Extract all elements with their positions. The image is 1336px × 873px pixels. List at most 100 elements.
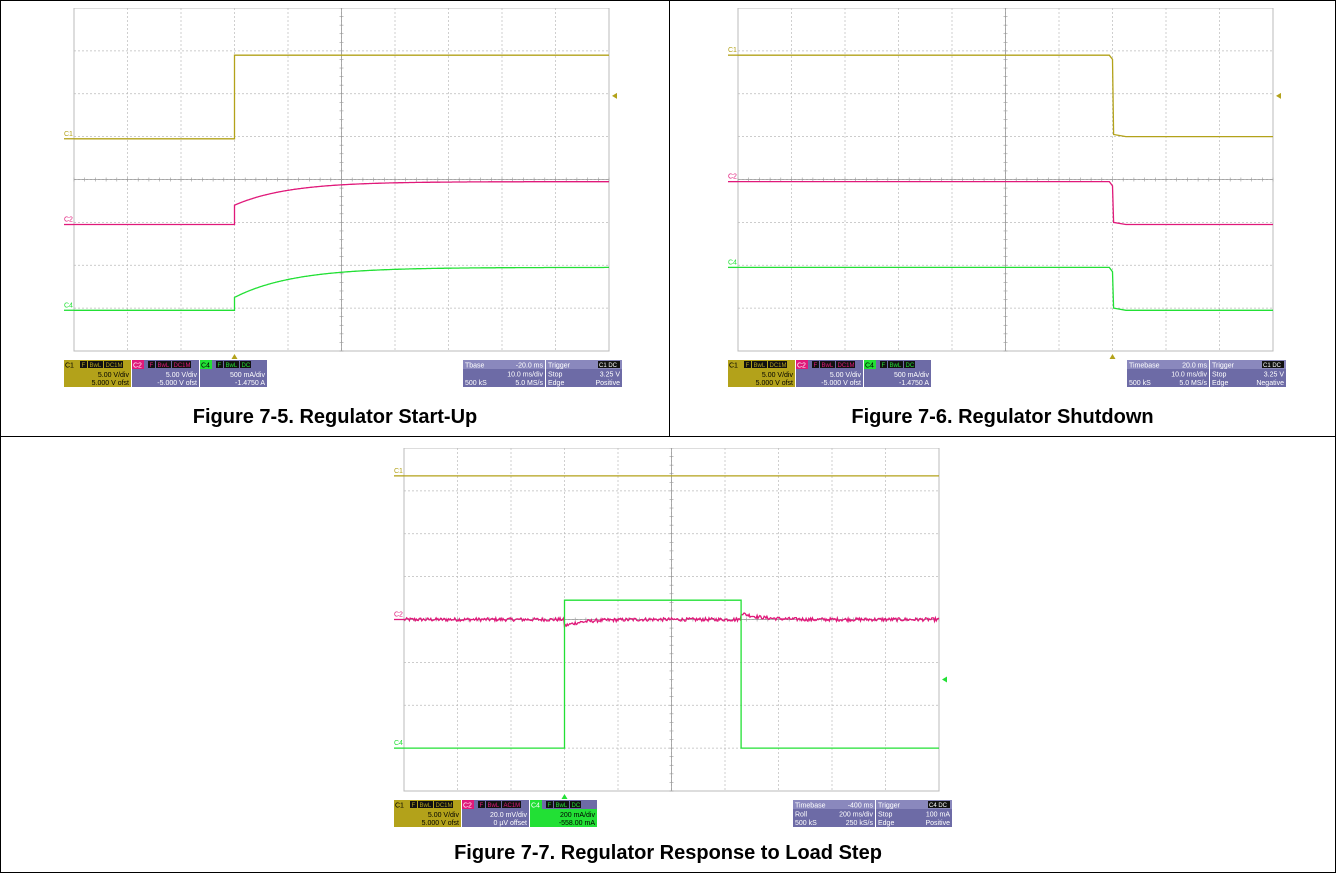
channel-offset: 5.000 V ofst	[422, 820, 459, 827]
svg-text:C4 DC: C4 DC	[929, 803, 948, 809]
svg-text:-20.0 ms: -20.0 ms	[516, 363, 544, 370]
channel-scale: 20.0 mV/div	[490, 812, 527, 819]
channel-offset: -5.000 V ofst	[157, 380, 197, 387]
channel-label-c4: C4	[64, 302, 73, 309]
channel-label-c2: C2	[728, 174, 737, 181]
svg-text:5.0 MS/s: 5.0 MS/s	[515, 380, 543, 387]
svg-text:Edge: Edge	[878, 820, 894, 827]
svg-text:Tbase: Tbase	[465, 363, 485, 370]
trace-c2	[74, 181, 609, 226]
channel-label-c2: C2	[64, 217, 73, 224]
badge: F	[814, 363, 818, 369]
traces: C1 C2 C4	[394, 468, 940, 749]
svg-text:Stop: Stop	[1212, 372, 1227, 379]
badge: DC	[242, 363, 251, 369]
badge: DC	[572, 803, 581, 809]
badge: DC1M	[838, 363, 855, 369]
badge: BwL	[90, 363, 102, 369]
channel-label-c1: C1	[394, 468, 403, 475]
svg-text:Stop: Stop	[548, 372, 563, 379]
channel-info-c2: C2 F BwL DC1M 5.00 V/div-5.000 V ofst	[796, 360, 863, 387]
grid	[73, 8, 610, 352]
channel-label-c1: C1	[728, 47, 737, 54]
svg-text:10.0 ms/div: 10.0 ms/div	[1171, 372, 1207, 379]
channel-scale: 5.00 V/div	[830, 372, 862, 379]
channel-info-c2: C2 F BwL DC1M 5.00 V/div-5.000 V ofst	[132, 360, 199, 387]
channel-info-c4: C4 F BwL DC 200 mA/div-558.00 mA	[530, 800, 597, 827]
svg-text:Stop: Stop	[878, 812, 893, 819]
channel-scale: 500 mA/div	[230, 372, 266, 379]
badge: F	[82, 363, 86, 369]
svg-text:Roll: Roll	[795, 812, 808, 819]
svg-text:-400 ms: -400 ms	[848, 803, 874, 810]
svg-text:C4: C4	[865, 363, 874, 370]
svg-text:Edge: Edge	[1212, 380, 1228, 387]
channel-offset: -1.4750 A	[899, 380, 929, 387]
badge: BwL	[754, 363, 766, 369]
svg-text:3.25 V: 3.25 V	[1264, 372, 1285, 379]
trace-c1	[74, 54, 609, 140]
trigger-info: Trigger C1 DC Stop 3.25 V Edge Positive	[546, 360, 622, 387]
trigger-info: Trigger C4 DC Stop 100 mA Edge Positive	[876, 800, 952, 827]
svg-text:Timebase: Timebase	[1129, 363, 1160, 370]
channel-offset: 0 µV offset	[494, 820, 528, 827]
channel-offset: 5.000 V ofst	[756, 380, 793, 387]
badge: F	[882, 363, 886, 369]
svg-text:20.0 ms: 20.0 ms	[1182, 363, 1207, 370]
svg-text:5.0 MS/s: 5.0 MS/s	[1179, 380, 1207, 387]
channel-offset: 5.000 V ofst	[92, 380, 129, 387]
channel-scale: 5.00 V/div	[762, 372, 794, 379]
badge: DC	[906, 363, 915, 369]
badge: F	[480, 803, 484, 809]
svg-text:250 kS/s: 250 kS/s	[846, 820, 874, 827]
channel-tag: C4	[531, 803, 540, 810]
svg-text:Trigger: Trigger	[548, 363, 571, 370]
badge: BwL	[822, 363, 834, 369]
badge: DC1M	[174, 363, 191, 369]
trigger-level-marker	[1276, 92, 1281, 99]
channel-tag: C2	[797, 363, 806, 370]
caption-shutdown: Figure 7-6. Regulator Shutdown	[851, 406, 1154, 428]
trace-c4	[404, 599, 939, 749]
channel-info-c4: C4FBwLDC500 mA/div-1.4750 AC4	[864, 360, 931, 387]
svg-text:Negative: Negative	[1256, 380, 1284, 387]
svg-text:C1 DC: C1 DC	[599, 363, 618, 369]
badge: BwL	[488, 803, 500, 809]
badge: F	[150, 363, 154, 369]
svg-text:Edge: Edge	[548, 380, 564, 387]
badge: AC1M	[504, 803, 521, 809]
timebase-info: Timebase -400 ms Roll 200 ms/div 500 kS 250 k…	[793, 800, 875, 827]
channel-offset: -558.00 mA	[559, 820, 596, 827]
svg-text:500 kS: 500 kS	[795, 820, 817, 827]
traces: C1 C2 C4	[64, 54, 609, 311]
badge: DC1M	[770, 363, 787, 369]
channel-scale: 500 mA/div	[894, 372, 930, 379]
channel-info-c4: C4FBwLDC500 mA/div-1.4750 AC4	[200, 360, 267, 387]
badge: BwL	[890, 363, 902, 369]
trigger-info: Trigger C1 DC Stop 3.25 V Edge Negative	[1210, 360, 1286, 387]
trigger-time-marker	[561, 794, 568, 799]
svg-text:Trigger: Trigger	[1212, 363, 1235, 370]
badge: BwL	[226, 363, 238, 369]
channel-tag: C1	[395, 803, 404, 810]
svg-text:Timebase: Timebase	[795, 803, 826, 810]
channel-tag: C1	[65, 363, 74, 370]
trace-c2	[738, 180, 1273, 226]
svg-text:3.25 V: 3.25 V	[600, 372, 621, 379]
channel-scale: 5.00 V/div	[166, 372, 198, 379]
trace-c4	[74, 266, 609, 311]
badge: DC1M	[436, 803, 453, 809]
badge: F	[548, 803, 552, 809]
svg-text:Positive: Positive	[595, 380, 620, 387]
grid	[737, 8, 1274, 352]
caption-startup: Figure 7-5. Regulator Start-Up	[192, 406, 478, 428]
channel-tag: C1	[729, 363, 738, 370]
